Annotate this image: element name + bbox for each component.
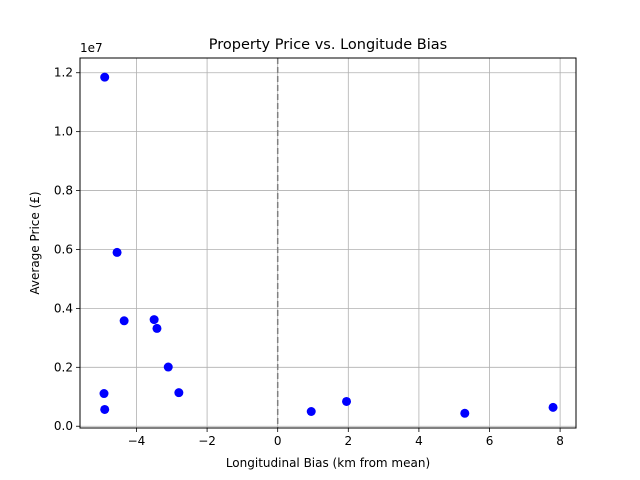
y-axis-ticks: 0.0 0.2 0.4 0.6 0.8 1.0 1.2 — [54, 66, 80, 433]
y-axis-offset-label: 1e7 — [80, 41, 103, 55]
y-tick-label: 0.4 — [54, 301, 73, 315]
y-tick-label: 1.2 — [54, 66, 73, 80]
y-tick-label: 0.8 — [54, 184, 73, 198]
chart-title: Property Price vs. Longitude Bias — [209, 37, 447, 53]
data-point — [100, 72, 110, 82]
data-point — [548, 402, 558, 412]
y-tick-label: 0.0 — [54, 419, 73, 433]
plot-frame — [79, 57, 577, 429]
data-point — [119, 316, 129, 326]
data-point — [174, 388, 184, 398]
data-point — [99, 389, 109, 399]
x-tick-label: −4 — [128, 434, 146, 448]
plot-area — [80, 58, 576, 428]
data-point — [112, 247, 122, 257]
y-tick-label: 1.0 — [54, 125, 73, 139]
x-axis-ticks: −4 −2 0 2 4 6 8 — [128, 428, 564, 448]
x-tick-label: 8 — [556, 434, 564, 448]
x-tick-label: 2 — [344, 434, 352, 448]
data-point — [306, 407, 316, 417]
data-point — [163, 362, 173, 372]
y-axis-label: Average Price (£) — [28, 191, 42, 294]
data-point — [342, 396, 352, 406]
data-point — [149, 315, 159, 325]
data-point — [460, 408, 470, 418]
y-tick-label: 0.6 — [54, 242, 73, 256]
x-tick-label: −2 — [198, 434, 216, 448]
data-point — [152, 323, 162, 333]
x-tick-label: 6 — [486, 434, 494, 448]
y-tick-label: 0.2 — [54, 360, 73, 374]
x-axis-label: Longitudinal Bias (km from mean) — [226, 456, 430, 470]
x-tick-label: 4 — [415, 434, 423, 448]
data-points — [99, 72, 558, 418]
x-tick-label: 0 — [274, 434, 282, 448]
data-point — [100, 404, 110, 414]
